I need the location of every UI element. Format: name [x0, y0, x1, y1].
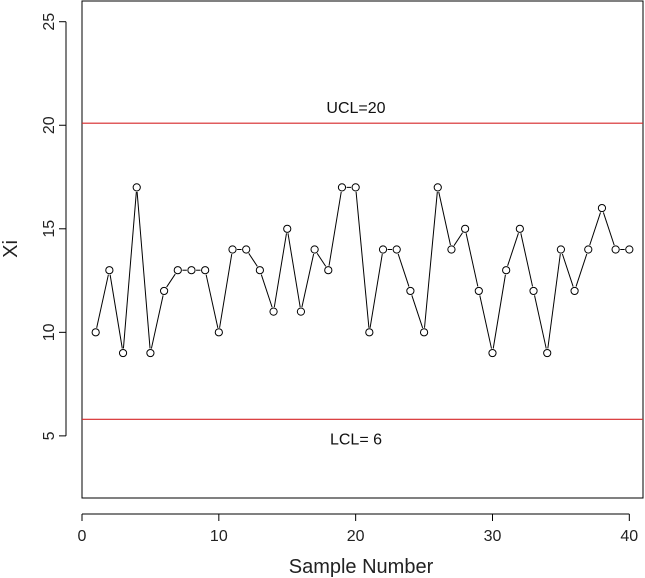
data-point	[474, 286, 483, 296]
data-point	[228, 245, 237, 254]
data-point	[132, 183, 141, 192]
y-tick-label: 25	[41, 13, 58, 31]
data-point	[118, 348, 128, 358]
series-segment	[411, 295, 424, 329]
series-segment	[369, 253, 383, 328]
series-segment	[287, 233, 301, 308]
data-point	[91, 328, 100, 337]
ucl-label: UCL=20	[326, 100, 385, 117]
data-point	[159, 286, 169, 296]
series-segment	[547, 253, 561, 349]
data-point	[625, 245, 634, 254]
series-segment	[492, 274, 506, 349]
series-segment	[453, 232, 464, 246]
series-segment	[397, 253, 410, 287]
plot-frame	[81, 0, 644, 499]
data-point	[529, 286, 538, 296]
x-axis-label: Sample Number	[289, 556, 434, 578]
data-point	[406, 286, 415, 296]
series-segment	[150, 295, 164, 349]
data-point	[611, 245, 620, 254]
data-point	[337, 183, 347, 192]
data-point	[310, 245, 319, 254]
data-point	[187, 266, 196, 275]
series-segment	[328, 191, 342, 266]
series-segment	[534, 295, 547, 349]
data-point	[515, 224, 524, 233]
series-segment	[166, 273, 176, 288]
data-point	[324, 266, 333, 275]
series-segment	[248, 253, 258, 267]
data-point	[255, 266, 264, 275]
lcl-label: LCL= 6	[330, 431, 382, 448]
series-segment	[561, 253, 574, 287]
data-point	[584, 245, 593, 254]
data-point	[365, 328, 374, 337]
series-segment	[424, 191, 438, 328]
x-tick-label: 40	[620, 528, 638, 545]
series-segment	[507, 233, 519, 266]
y-axis-label: Xi	[0, 240, 22, 258]
x-tick-label: 20	[347, 528, 365, 545]
data-point	[296, 307, 306, 316]
series-segment	[465, 233, 479, 287]
series-segment	[205, 274, 219, 328]
data-point	[242, 245, 251, 254]
data-point	[597, 203, 607, 213]
y-tick-label: 10	[41, 323, 58, 341]
data-points	[91, 183, 634, 358]
series-segment	[273, 233, 287, 308]
data-point	[488, 348, 497, 358]
data-point	[283, 224, 292, 233]
series-segment	[479, 295, 492, 349]
control-limits: UCL=20 LCL= 6	[82, 100, 643, 448]
x-tick-label: 10	[210, 528, 228, 545]
data-point	[146, 348, 155, 358]
data-point	[392, 245, 401, 254]
data-point	[543, 348, 552, 358]
data-point	[419, 328, 429, 337]
series-segment	[122, 191, 137, 349]
y-axis: 5 10 15 20 25	[41, 13, 67, 440]
data-point	[173, 266, 182, 275]
series-segment	[96, 274, 109, 328]
data-point	[269, 307, 278, 316]
data-point	[433, 183, 442, 192]
series-segment	[602, 212, 615, 246]
x-axis: 0 10 20 30 40	[78, 513, 638, 545]
series-segment	[316, 253, 327, 267]
data-point	[201, 266, 210, 275]
data-point	[351, 183, 360, 192]
data-point	[214, 328, 223, 337]
data-point	[556, 245, 566, 254]
y-tick-label: 5	[41, 431, 58, 440]
series-segment	[219, 253, 233, 328]
x-tick-label: 0	[78, 528, 87, 545]
y-tick-label: 20	[41, 116, 58, 134]
series-segment	[438, 191, 451, 246]
series-segment	[355, 191, 370, 328]
series-segment	[136, 191, 151, 349]
data-point	[461, 224, 470, 233]
series-segment	[301, 253, 315, 308]
series-segment	[575, 253, 588, 287]
data-point	[570, 286, 579, 296]
data-series-line	[96, 186, 625, 349]
series-segment	[260, 274, 273, 308]
y-tick-label: 15	[41, 220, 58, 238]
data-point	[502, 266, 511, 275]
data-point	[105, 266, 114, 275]
data-point	[447, 245, 456, 254]
x-tick-label: 30	[484, 528, 502, 545]
series-segment	[520, 233, 534, 287]
series-segment	[109, 274, 123, 349]
series-segment	[589, 212, 601, 246]
data-point	[378, 245, 388, 254]
